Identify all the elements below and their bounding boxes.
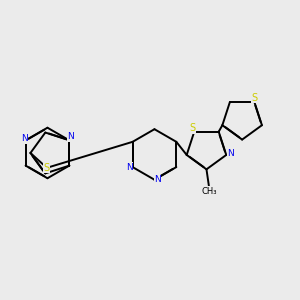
Text: S: S — [44, 163, 50, 173]
Text: N: N — [227, 149, 234, 158]
Text: N: N — [154, 175, 161, 184]
Text: S: S — [190, 123, 196, 133]
Text: N: N — [126, 163, 132, 172]
Text: S: S — [251, 92, 257, 103]
Text: N: N — [68, 132, 74, 141]
Text: N: N — [21, 134, 28, 143]
Text: CH₃: CH₃ — [201, 187, 217, 196]
